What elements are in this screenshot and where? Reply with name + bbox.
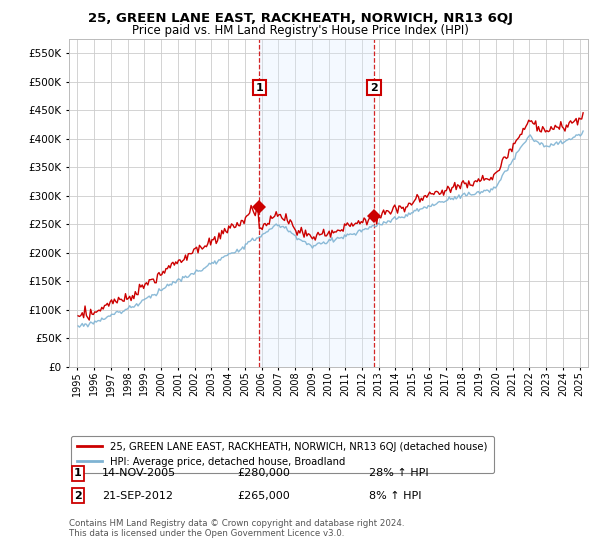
Text: £280,000: £280,000 (237, 468, 290, 478)
Text: 1: 1 (74, 468, 82, 478)
Text: 21-SEP-2012: 21-SEP-2012 (102, 491, 173, 501)
Text: Price paid vs. HM Land Registry's House Price Index (HPI): Price paid vs. HM Land Registry's House … (131, 24, 469, 36)
Text: 1: 1 (256, 83, 263, 92)
Text: 2: 2 (370, 83, 378, 92)
Text: 28% ↑ HPI: 28% ↑ HPI (369, 468, 428, 478)
Text: 25, GREEN LANE EAST, RACKHEATH, NORWICH, NR13 6QJ: 25, GREEN LANE EAST, RACKHEATH, NORWICH,… (88, 12, 512, 25)
Text: Contains HM Land Registry data © Crown copyright and database right 2024.: Contains HM Land Registry data © Crown c… (69, 519, 404, 528)
Text: This data is licensed under the Open Government Licence v3.0.: This data is licensed under the Open Gov… (69, 529, 344, 538)
Text: 14-NOV-2005: 14-NOV-2005 (102, 468, 176, 478)
Text: 2: 2 (74, 491, 82, 501)
Text: 8% ↑ HPI: 8% ↑ HPI (369, 491, 421, 501)
Text: £265,000: £265,000 (237, 491, 290, 501)
Bar (259, 39, 374, 367)
Legend: 25, GREEN LANE EAST, RACKHEATH, NORWICH, NR13 6QJ (detached house), HPI: Average: 25, GREEN LANE EAST, RACKHEATH, NORWICH,… (71, 436, 494, 473)
